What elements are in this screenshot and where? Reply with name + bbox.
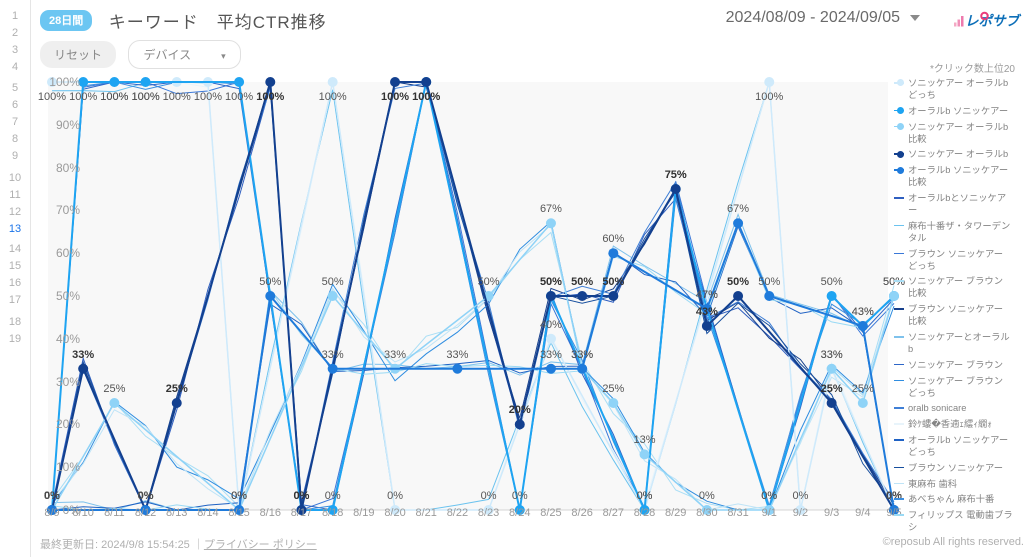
svg-text:レポサブ: レポサブ <box>965 14 1021 29</box>
